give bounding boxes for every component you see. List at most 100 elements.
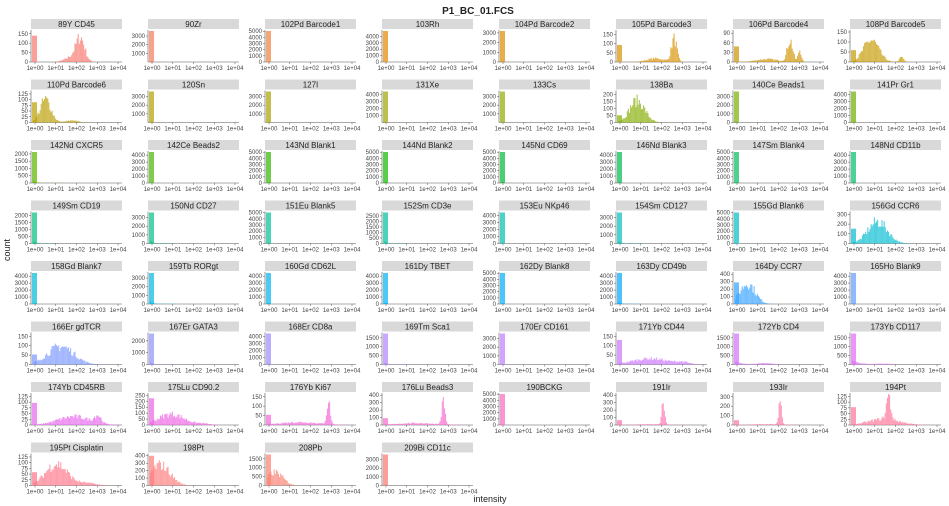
y-tick-label: 1000: [249, 295, 263, 301]
histogram-bar: [83, 481, 85, 486]
y-tick-label: 300: [603, 401, 614, 407]
histogram-bar: [301, 422, 303, 425]
facet-strip: [148, 321, 239, 332]
histogram-bar: [112, 424, 114, 425]
histogram-bar: [88, 59, 90, 62]
histogram-bar: [292, 484, 294, 486]
histogram-bar: [884, 363, 886, 365]
x-tick-label: 1e+03: [323, 490, 341, 496]
histogram-bar: [153, 419, 155, 425]
histogram-bar: [73, 51, 75, 62]
histogram-bar: [668, 58, 670, 62]
histogram-bar: [774, 363, 776, 365]
histogram-bar: [287, 422, 289, 425]
histogram-bar: [43, 423, 46, 425]
x-tick-label: 1e+00: [729, 429, 747, 435]
y-tick-label: 50: [255, 414, 262, 420]
histogram-bar: [501, 60, 503, 62]
y-tick-label: 1000: [483, 112, 497, 118]
x-tick-label: 1e+03: [323, 66, 341, 72]
histogram-bar: [393, 423, 395, 425]
histogram-bar: [642, 61, 644, 62]
y-tick-label: 4000: [366, 156, 380, 162]
facet-strip-label: 171Yb CD44: [639, 323, 685, 332]
histogram-bar: [872, 224, 874, 244]
facet-strip: [31, 261, 122, 271]
facet-strip-label: 104Pd Barcode2: [515, 20, 575, 29]
y-tick-label: 2000: [717, 229, 731, 235]
histogram-bar: [889, 395, 891, 425]
x-tick-label: 1e+03: [557, 66, 575, 72]
y-tick-label: 30: [723, 50, 730, 56]
histogram-bar: [678, 57, 681, 62]
histogram-bar: [618, 301, 620, 304]
histogram-bar: [866, 234, 868, 244]
histogram-bar: [754, 294, 756, 304]
histogram-bar: [89, 419, 91, 425]
histogram-bar: [164, 414, 166, 425]
histogram-bar: [884, 412, 886, 425]
histogram-bar: [37, 182, 39, 183]
histogram-bar: [90, 60, 92, 62]
histogram-bar: [59, 467, 61, 486]
histogram-bar: [644, 357, 646, 365]
histogram-bar: [881, 220, 883, 244]
histogram-bar: [752, 424, 754, 425]
histogram-bar: [40, 475, 42, 486]
histogram-bar: [684, 361, 686, 365]
histogram-bar: [762, 301, 764, 304]
histogram-bar: [208, 423, 210, 425]
histogram-bar: [743, 286, 745, 304]
histogram-bar: [266, 152, 271, 183]
histogram-bar: [383, 454, 388, 486]
histogram-bar: [756, 363, 758, 365]
histogram-bar: [643, 424, 645, 425]
y-tick-label: 2000: [132, 43, 146, 49]
histogram-bar: [269, 423, 271, 425]
histogram-bar: [877, 363, 879, 365]
y-tick-label: 3000: [834, 281, 848, 287]
y-tick-label: 4000: [600, 274, 614, 280]
x-tick-label: 1e+01: [632, 308, 650, 314]
histogram-bar: [643, 359, 645, 365]
y-tick-label: 50: [138, 417, 145, 423]
y-tick-label: 1000: [483, 235, 497, 241]
histogram-bar: [854, 60, 856, 62]
facet-strip-label: 169Tm Sca1: [405, 323, 451, 332]
y-tick-label: 0: [727, 423, 731, 429]
x-tick-label: 1e+00: [144, 429, 162, 435]
histogram-bar: [79, 481, 81, 486]
histogram-bar: [182, 484, 184, 486]
histogram-bar: [309, 422, 311, 425]
x-tick-label: 1e+01: [749, 429, 767, 435]
x-tick-label: 1e+00: [261, 248, 279, 254]
histogram-bar: [434, 424, 436, 425]
histogram-bar: [747, 287, 749, 304]
y-tick-label: 0: [727, 242, 731, 248]
histogram-bar: [59, 417, 61, 425]
histogram-bar: [636, 361, 638, 365]
histogram-bar: [891, 234, 893, 244]
y-tick-label: 0: [376, 242, 380, 248]
y-tick-label: 3000: [483, 31, 497, 37]
x-tick-label: 1e+03: [206, 187, 224, 193]
histogram-bar: [637, 104, 639, 123]
x-tick-label: 1e+01: [398, 248, 416, 254]
histogram-bar: [865, 42, 867, 62]
histogram-bar: [638, 424, 640, 425]
facet-strip: [616, 261, 707, 271]
histogram-bar: [184, 419, 186, 425]
histogram-bar: [75, 480, 77, 486]
histogram-bar: [650, 424, 652, 425]
histogram-bar: [619, 182, 621, 183]
x-tick-label: 1e+03: [323, 369, 341, 375]
histogram-bar: [902, 57, 904, 62]
histogram-bar: [97, 415, 99, 425]
facet-strip: [31, 321, 122, 332]
x-tick-label: 1e+02: [302, 66, 320, 72]
